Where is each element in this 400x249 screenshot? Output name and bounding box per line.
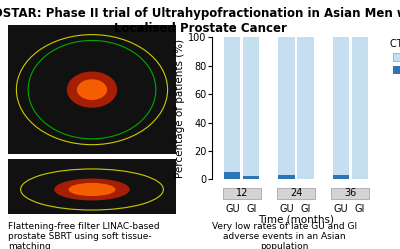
Text: PROSTAR: Phase II trial of Ultrahypofractionation in Asian Men with
Localised Pr: PROSTAR: Phase II trial of Ultrahypofrac… xyxy=(0,7,400,35)
Ellipse shape xyxy=(68,183,116,196)
Ellipse shape xyxy=(54,179,130,200)
Bar xyxy=(352,37,368,179)
Bar xyxy=(224,172,240,179)
Bar xyxy=(278,37,295,175)
Ellipse shape xyxy=(77,79,107,100)
Text: 24: 24 xyxy=(290,188,302,198)
Bar xyxy=(278,175,295,179)
Text: GU: GU xyxy=(279,204,294,214)
Bar xyxy=(297,37,314,179)
Ellipse shape xyxy=(67,71,117,108)
Y-axis label: Percentage of patients (%): Percentage of patients (%) xyxy=(175,39,185,178)
Text: GU: GU xyxy=(333,204,348,214)
FancyBboxPatch shape xyxy=(277,188,315,199)
Text: 12: 12 xyxy=(236,188,248,198)
Text: GU: GU xyxy=(225,204,240,214)
Bar xyxy=(243,177,260,179)
Bar xyxy=(332,175,349,179)
Bar xyxy=(332,37,349,175)
Bar xyxy=(243,37,260,177)
Text: GI: GI xyxy=(246,204,256,214)
Text: Very low rates of late GU and GI
adverse events in an Asian
population: Very low rates of late GU and GI adverse… xyxy=(212,222,357,249)
FancyBboxPatch shape xyxy=(222,188,261,199)
Text: Time (months): Time (months) xyxy=(258,214,334,224)
Text: GI: GI xyxy=(354,204,365,214)
Legend: G0 & G1, G2: G0 & G1, G2 xyxy=(390,39,400,75)
Text: GI: GI xyxy=(300,204,311,214)
FancyBboxPatch shape xyxy=(331,188,370,199)
Text: Flattening-free filter LINAC-based
prostate SBRT using soft tissue-
matching: Flattening-free filter LINAC-based prost… xyxy=(8,222,160,249)
Bar xyxy=(224,37,240,172)
Text: 36: 36 xyxy=(344,188,356,198)
